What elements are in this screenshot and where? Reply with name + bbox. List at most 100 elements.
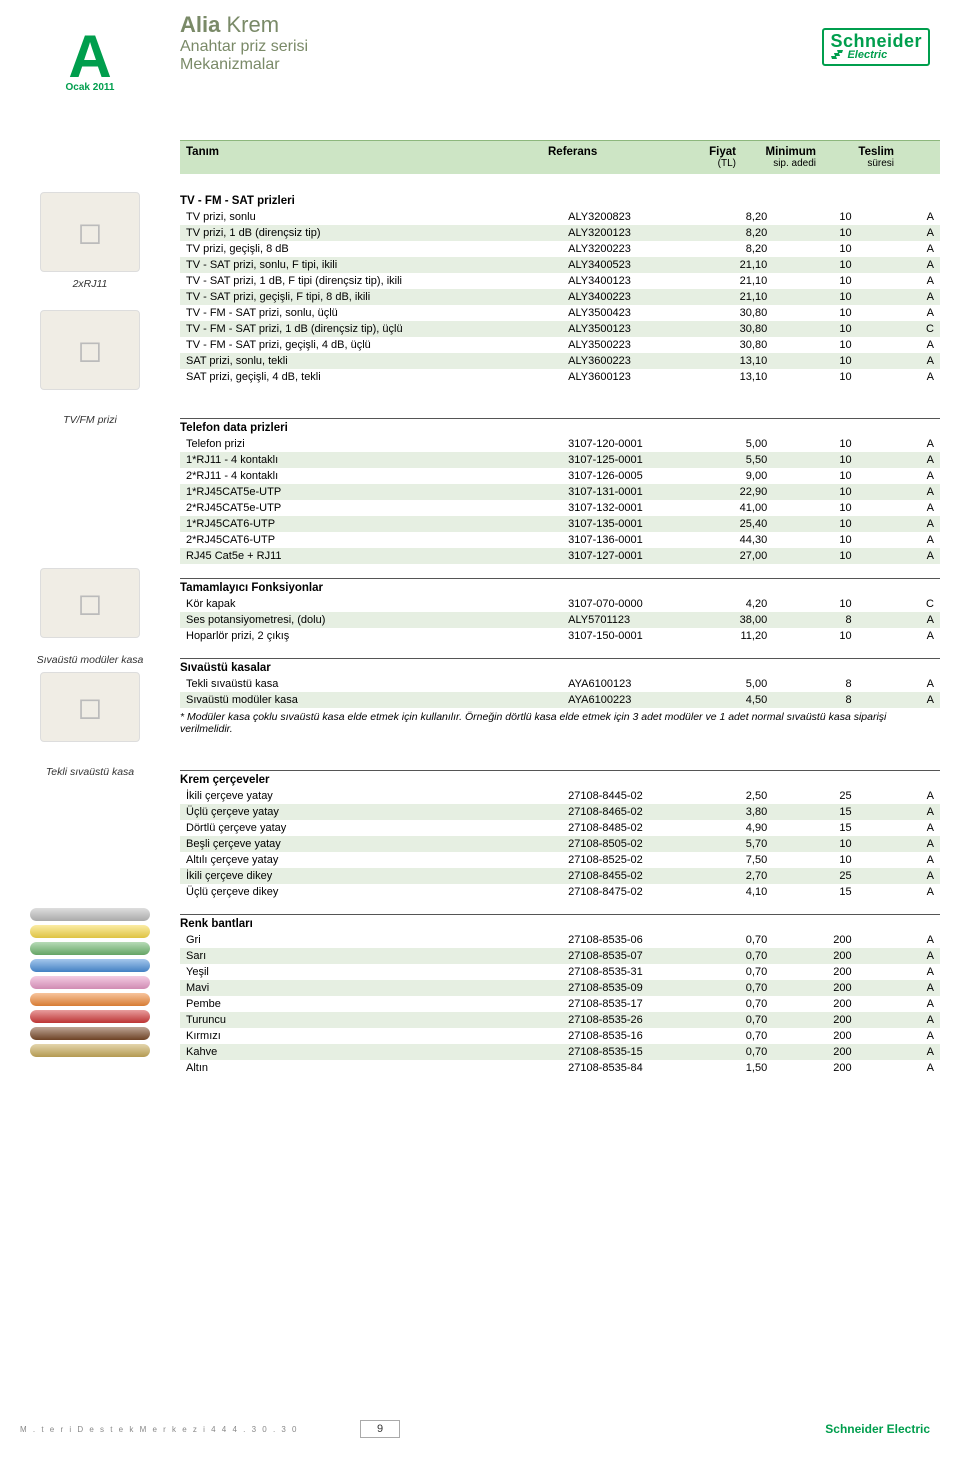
table-row: TV - SAT prizi, sonlu, F tipi, ikiliALY3…: [180, 257, 940, 273]
table-cell: 27108-8455-02: [562, 868, 689, 884]
table-cell: 3,80: [689, 804, 773, 820]
table-cell: TV - FM - SAT prizi, sonlu, üçlü: [180, 305, 562, 321]
footer-right: Schneider Electric: [400, 1422, 960, 1436]
table-cell: 3107-132-0001: [562, 500, 689, 516]
table-cell: Kahve: [180, 1044, 562, 1060]
table-cell: 27,00: [689, 548, 773, 564]
table-cell: 10: [773, 628, 857, 644]
table-cell: 11,20: [689, 628, 773, 644]
table-row: İkili çerçeve dikey27108-8455-022,7025A: [180, 868, 940, 884]
table-cell: A: [858, 225, 940, 241]
table-cell: 27108-8535-17: [562, 996, 689, 1012]
table-cell: Kırmızı: [180, 1028, 562, 1044]
table-cell: 200: [773, 996, 857, 1012]
table-row: Tekli sıvaüstü kasaAYA61001235,008A: [180, 676, 940, 692]
table-cell: 27108-8525-02: [562, 852, 689, 868]
logo-icon: [830, 50, 844, 61]
table-cell: Dörtlü çerçeve yatay: [180, 820, 562, 836]
table-cell: 8: [773, 692, 857, 708]
table-row: 2*RJ45CAT6-UTP3107-136-000144,3010A: [180, 532, 940, 548]
table-row: Altın27108-8535-841,50200A: [180, 1060, 940, 1076]
table-cell: TV prizi, sonlu: [180, 209, 562, 225]
table-cell: 10: [773, 337, 857, 353]
table-row: Telefon prizi3107-120-00015,0010A: [180, 436, 940, 452]
table-cell: 3107-126-0005: [562, 468, 689, 484]
table-cell: 27108-8535-07: [562, 948, 689, 964]
table-cell: 10: [773, 596, 857, 612]
table-cell: A: [858, 257, 940, 273]
table-cell: A: [858, 209, 940, 225]
table-row: Dörtlü çerçeve yatay27108-8485-024,9015A: [180, 820, 940, 836]
table-cell: 44,30: [689, 532, 773, 548]
col-tanim: Tanım: [180, 141, 542, 174]
table-row: RJ45 Cat5e + RJ113107-127-000127,0010A: [180, 548, 940, 564]
table-cell: 8,20: [689, 209, 773, 225]
table-row: İkili çerçeve yatay27108-8445-022,5025A: [180, 788, 940, 804]
col-fiyat: Fiyat(TL): [662, 141, 742, 174]
table-cell: A: [858, 964, 940, 980]
table-row: Kırmızı27108-8535-160,70200A: [180, 1028, 940, 1044]
table-cell: ALY3500123: [562, 321, 689, 337]
color-strip: [30, 942, 150, 955]
table-cell: ALY3600223: [562, 353, 689, 369]
table-cell: 5,00: [689, 436, 773, 452]
table-cell: İkili çerçeve yatay: [180, 788, 562, 804]
table-row: Gri27108-8535-060,70200A: [180, 932, 940, 948]
table-cell: 27108-8465-02: [562, 804, 689, 820]
table-cell: A: [858, 241, 940, 257]
table-row: Sıvaüstü modüler kasaAYA61002234,508A: [180, 692, 940, 708]
table-row: TV prizi, geçişli, 8 dBALY32002238,2010A: [180, 241, 940, 257]
table-cell: 10: [773, 436, 857, 452]
table-cell: 9,00: [689, 468, 773, 484]
table-cell: AYA6100123: [562, 676, 689, 692]
table-cell: 5,00: [689, 676, 773, 692]
table-cell: A: [858, 1044, 940, 1060]
table-cell: A: [858, 484, 940, 500]
group-title: TV - FM - SAT prizleri: [180, 192, 940, 209]
table-cell: A: [858, 868, 940, 884]
table-cell: ALY3400523: [562, 257, 689, 273]
table-row: TV prizi, sonluALY32008238,2010A: [180, 209, 940, 225]
table-row: 1*RJ45CAT6-UTP3107-135-000125,4010A: [180, 516, 940, 532]
table-cell: A: [858, 852, 940, 868]
table-cell: A: [858, 436, 940, 452]
table-cell: 30,80: [689, 337, 773, 353]
table-cell: 5,70: [689, 836, 773, 852]
group-title: Tamamlayıcı Fonksiyonlar: [180, 578, 940, 596]
table-cell: 4,90: [689, 820, 773, 836]
table-row: TV - SAT prizi, geçişli, F tipi, 8 dB, i…: [180, 289, 940, 305]
table-row: Yeşil27108-8535-310,70200A: [180, 964, 940, 980]
table-cell: A: [858, 788, 940, 804]
table-cell: A: [858, 628, 940, 644]
color-strip: [30, 959, 150, 972]
table-row: 1*RJ45CAT5e-UTP3107-131-000122,9010A: [180, 484, 940, 500]
group-title: Renk bantları: [180, 914, 940, 932]
table-cell: ALY5701123: [562, 612, 689, 628]
product-image-modkasa: ◻: [40, 568, 140, 638]
table-cell: TV - SAT prizi, 1 dB, F tipi (dirençsiz …: [180, 273, 562, 289]
table-cell: 10: [773, 369, 857, 385]
table-cell: 10: [773, 225, 857, 241]
table-cell: A: [858, 468, 940, 484]
table-cell: Pembe: [180, 996, 562, 1012]
table-cell: 4,10: [689, 884, 773, 900]
table-row: 2*RJ11 - 4 kontaklı3107-126-00059,0010A: [180, 468, 940, 484]
table-cell: 3107-136-0001: [562, 532, 689, 548]
product-image-tvfm: ◻: [40, 310, 140, 390]
table-cell: A: [858, 452, 940, 468]
color-strip: [30, 1044, 150, 1057]
table-cell: Ses potansiyometresi, (dolu): [180, 612, 562, 628]
table-cell: 10: [773, 516, 857, 532]
table-cell: Altın: [180, 1060, 562, 1076]
table-cell: A: [858, 820, 940, 836]
table-cell: 10: [773, 836, 857, 852]
table-cell: 27108-8535-26: [562, 1012, 689, 1028]
table-cell: 10: [773, 273, 857, 289]
table-cell: 8,20: [689, 225, 773, 241]
table-cell: 1,50: [689, 1060, 773, 1076]
footnote: * Modüler kasa çoklu sıvaüstü kasa elde …: [180, 708, 940, 738]
table-row: Pembe27108-8535-170,70200A: [180, 996, 940, 1012]
table-cell: C: [858, 321, 940, 337]
table-cell: 10: [773, 548, 857, 564]
table-cell: A: [858, 980, 940, 996]
